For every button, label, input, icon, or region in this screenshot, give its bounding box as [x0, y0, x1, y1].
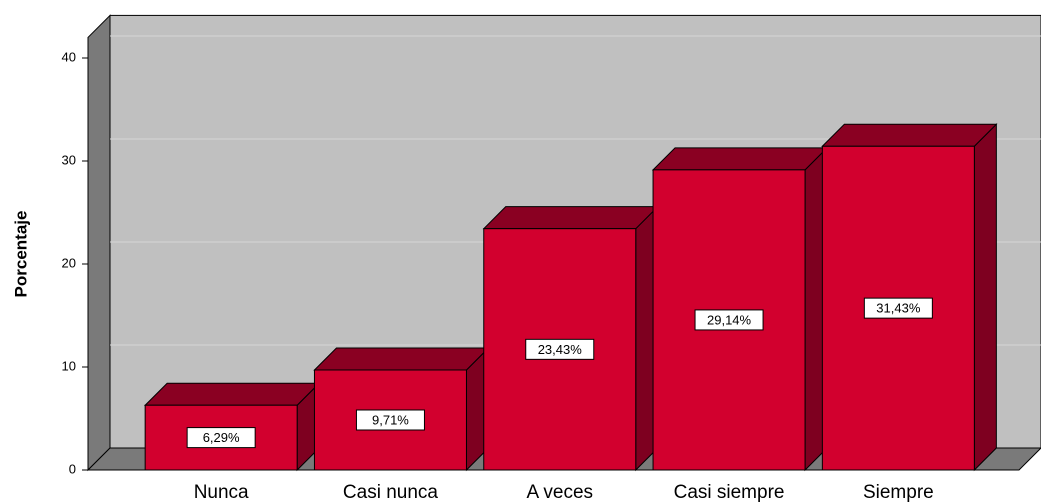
value-label-box	[355, 409, 425, 431]
value-label: 23,43%	[538, 342, 583, 357]
left-wall	[87, 14, 111, 472]
value-label: 31,43%	[876, 301, 921, 316]
x-tick-label: Casi nunca	[343, 482, 438, 503]
bar-top	[821, 123, 998, 147]
y-tick-label: 20	[62, 255, 76, 270]
bar-top	[143, 382, 321, 406]
value-label-box	[694, 309, 764, 331]
y-tick-label: 0	[69, 461, 76, 476]
y-tick-label: 40	[62, 49, 76, 64]
y-tick-label: 10	[62, 358, 76, 373]
value-label: 29,14%	[707, 312, 752, 327]
bar-top	[313, 347, 490, 371]
bar-top	[651, 147, 829, 171]
y-axis-title: Porcentaje	[11, 211, 30, 298]
value-label: 9,71%	[372, 412, 409, 427]
x-tick-label: Siempre	[863, 482, 934, 503]
bar-top	[482, 206, 659, 230]
y-tick-label: 30	[62, 152, 76, 167]
x-tick-label: Casi siempre	[674, 482, 785, 503]
x-tick-label: A veces	[526, 482, 593, 503]
x-tick-label: Nunca	[194, 482, 249, 503]
value-label-box	[186, 427, 256, 449]
bar	[821, 145, 975, 471]
value-label-box	[863, 297, 933, 319]
bar-side	[973, 123, 997, 472]
value-label-box	[525, 338, 595, 360]
value-label: 6,29%	[203, 430, 240, 445]
